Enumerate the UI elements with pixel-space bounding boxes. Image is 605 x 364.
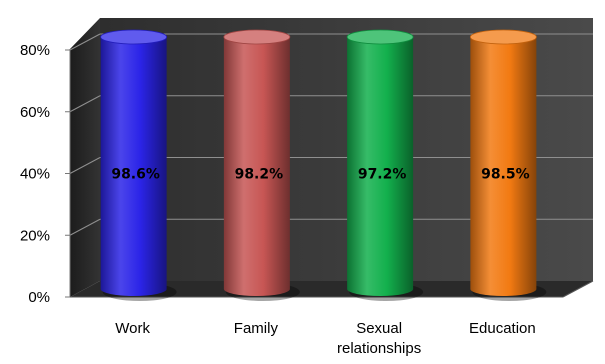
bars <box>100 29 547 301</box>
x-tick-label: Sexual <box>356 320 402 337</box>
bar-body <box>100 37 167 297</box>
bar-body <box>223 37 290 297</box>
side-wall <box>70 18 100 297</box>
x-axis: Work Family Sexual relationships Education <box>115 320 535 357</box>
gridline-side <box>69 95 101 113</box>
y-tick-label: 40% <box>20 166 50 183</box>
data-label: 97.2% <box>358 167 407 183</box>
x-tick-label: Family <box>234 320 279 337</box>
gridline-side <box>69 157 101 174</box>
y-axis: 0% 20% 40% 60% 80% <box>20 42 594 306</box>
data-label: 98.2% <box>235 167 284 183</box>
bar-top <box>223 29 291 45</box>
bar-body <box>347 37 414 297</box>
bar-top <box>346 29 414 45</box>
bar-education <box>469 29 547 301</box>
y-tick-label: 20% <box>20 227 50 244</box>
x-tick-label: Work <box>115 320 150 337</box>
data-label: 98.6% <box>111 167 160 183</box>
bar-body <box>470 37 537 297</box>
x-tick-label: Education <box>469 320 536 337</box>
y-tick-label: 60% <box>20 104 50 121</box>
bar-top <box>469 29 537 45</box>
floor <box>70 281 593 297</box>
x-tick-label: relationships <box>337 340 421 357</box>
data-label: 98.5% <box>481 167 530 183</box>
y-tick-label: 80% <box>20 42 50 59</box>
bar-work <box>100 29 177 301</box>
gridline-side <box>69 218 101 236</box>
y-tick-label: 0% <box>28 289 50 306</box>
x-axis-depth <box>562 280 594 298</box>
data-labels: 98.6% 98.2% 97.2% 98.5% <box>111 167 529 183</box>
bar-sexual-relationships <box>346 29 424 301</box>
gridline-side <box>69 33 101 51</box>
bar-family <box>223 29 300 301</box>
bar-top <box>100 29 168 45</box>
